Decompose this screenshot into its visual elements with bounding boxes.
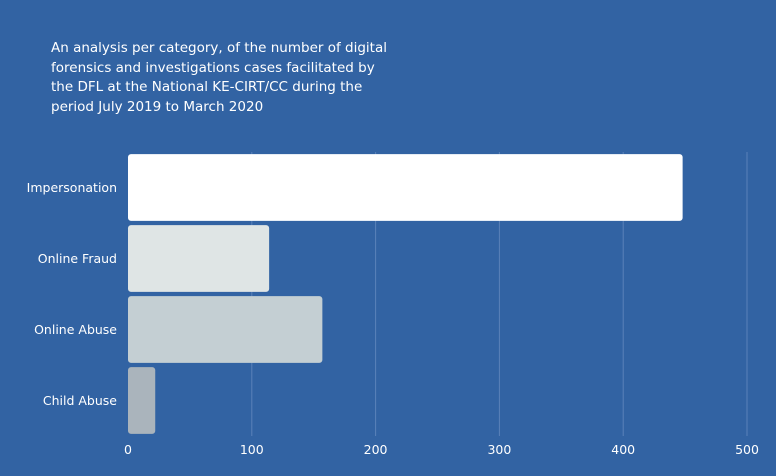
category-label-online-fraud: Online Fraud bbox=[38, 251, 117, 266]
x-tick-labels: 0 100 200 300 400 500 bbox=[124, 442, 759, 457]
category-label-impersonation: Impersonation bbox=[27, 180, 117, 195]
category-label-child-abuse: Child Abuse bbox=[43, 393, 117, 408]
x-tick-label-200: 200 bbox=[364, 442, 388, 457]
bar-child-abuse bbox=[128, 367, 156, 434]
chart-title: An analysis per category, of the number … bbox=[51, 40, 387, 115]
x-tick-label-100: 100 bbox=[240, 442, 264, 457]
x-tick-label-300: 300 bbox=[487, 442, 511, 457]
category-label-online-abuse: Online Abuse bbox=[34, 322, 117, 337]
bar-impersonation bbox=[128, 154, 683, 221]
x-tick-label-400: 400 bbox=[611, 442, 635, 457]
bar-online-fraud bbox=[128, 225, 270, 292]
x-tick-label-500: 500 bbox=[735, 442, 759, 457]
bars bbox=[128, 154, 683, 434]
x-tick-label-0: 0 bbox=[124, 442, 132, 457]
bar-online-abuse bbox=[128, 296, 323, 363]
category-labels: Impersonation Online Fraud Online Abuse Chi… bbox=[27, 180, 118, 408]
